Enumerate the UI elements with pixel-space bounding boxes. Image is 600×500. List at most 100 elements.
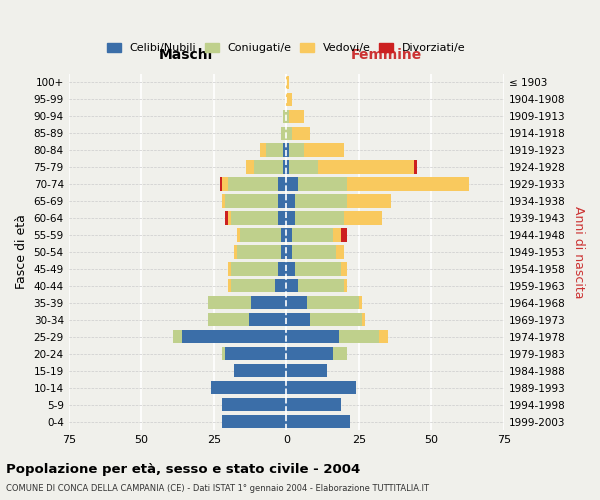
Bar [286,280,298,292]
Bar [292,246,335,258]
Bar [226,212,228,224]
Bar [237,246,281,258]
Bar [379,330,388,344]
Bar [286,212,295,224]
Bar [344,212,382,224]
Bar [292,228,333,241]
Bar [283,144,286,156]
Bar [223,347,226,360]
Bar [281,246,286,258]
Bar [341,262,347,276]
Text: Maschi: Maschi [159,48,214,62]
Bar [286,330,338,344]
Bar [286,228,292,241]
Bar [278,178,286,190]
Bar [286,246,292,258]
Bar [298,178,347,190]
Bar [338,330,379,344]
Bar [286,160,289,173]
Bar [341,228,347,241]
Bar [359,296,362,310]
Bar [283,110,286,123]
Bar [237,228,240,241]
Bar [289,160,318,173]
Bar [286,194,295,207]
Bar [281,126,286,140]
Text: Femmine: Femmine [351,48,422,62]
Y-axis label: Anni di nascita: Anni di nascita [572,206,585,298]
Legend: Celibi/Nubili, Coniugati/e, Vedovi/e, Divorziati/e: Celibi/Nubili, Coniugati/e, Vedovi/e, Di… [103,38,470,58]
Bar [281,228,286,241]
Bar [289,110,304,123]
Bar [286,381,356,394]
Bar [307,296,359,310]
Bar [234,364,286,378]
Bar [254,160,283,173]
Bar [286,110,289,123]
Text: Popolazione per età, sesso e stato civile - 2004: Popolazione per età, sesso e stato civil… [6,462,360,475]
Bar [223,398,286,411]
Bar [289,144,304,156]
Bar [182,330,286,344]
Bar [318,160,414,173]
Bar [295,194,347,207]
Bar [278,212,286,224]
Bar [298,280,344,292]
Bar [248,313,286,326]
Bar [286,92,292,106]
Bar [286,76,289,89]
Bar [231,212,278,224]
Bar [223,194,226,207]
Bar [347,194,391,207]
Bar [226,194,278,207]
Bar [228,262,231,276]
Bar [245,160,254,173]
Bar [286,178,298,190]
Bar [335,246,344,258]
Bar [286,144,289,156]
Bar [362,313,365,326]
Bar [310,313,362,326]
Bar [251,296,286,310]
Bar [266,144,283,156]
Bar [286,313,310,326]
Bar [208,296,251,310]
Bar [286,296,307,310]
Bar [228,280,231,292]
Bar [240,228,281,241]
Bar [223,178,228,190]
Bar [295,262,341,276]
Bar [228,212,231,224]
Bar [414,160,417,173]
Text: COMUNE DI CONCA DELLA CAMPANIA (CE) - Dati ISTAT 1° gennaio 2004 - Elaborazione : COMUNE DI CONCA DELLA CAMPANIA (CE) - Da… [6,484,429,493]
Y-axis label: Fasce di età: Fasce di età [15,214,28,290]
Bar [226,347,286,360]
Bar [286,347,333,360]
Bar [231,280,275,292]
Bar [173,330,182,344]
Bar [228,178,278,190]
Bar [333,347,347,360]
Bar [220,178,223,190]
Bar [333,228,341,241]
Bar [278,194,286,207]
Bar [304,144,344,156]
Bar [292,126,310,140]
Bar [286,398,341,411]
Bar [286,262,295,276]
Bar [275,280,286,292]
Bar [286,415,350,428]
Bar [347,178,469,190]
Bar [223,415,286,428]
Bar [286,364,327,378]
Bar [278,262,286,276]
Bar [295,212,344,224]
Bar [208,313,248,326]
Bar [211,381,286,394]
Bar [283,160,286,173]
Bar [344,280,347,292]
Bar [231,262,278,276]
Bar [286,126,292,140]
Bar [234,246,237,258]
Bar [260,144,266,156]
